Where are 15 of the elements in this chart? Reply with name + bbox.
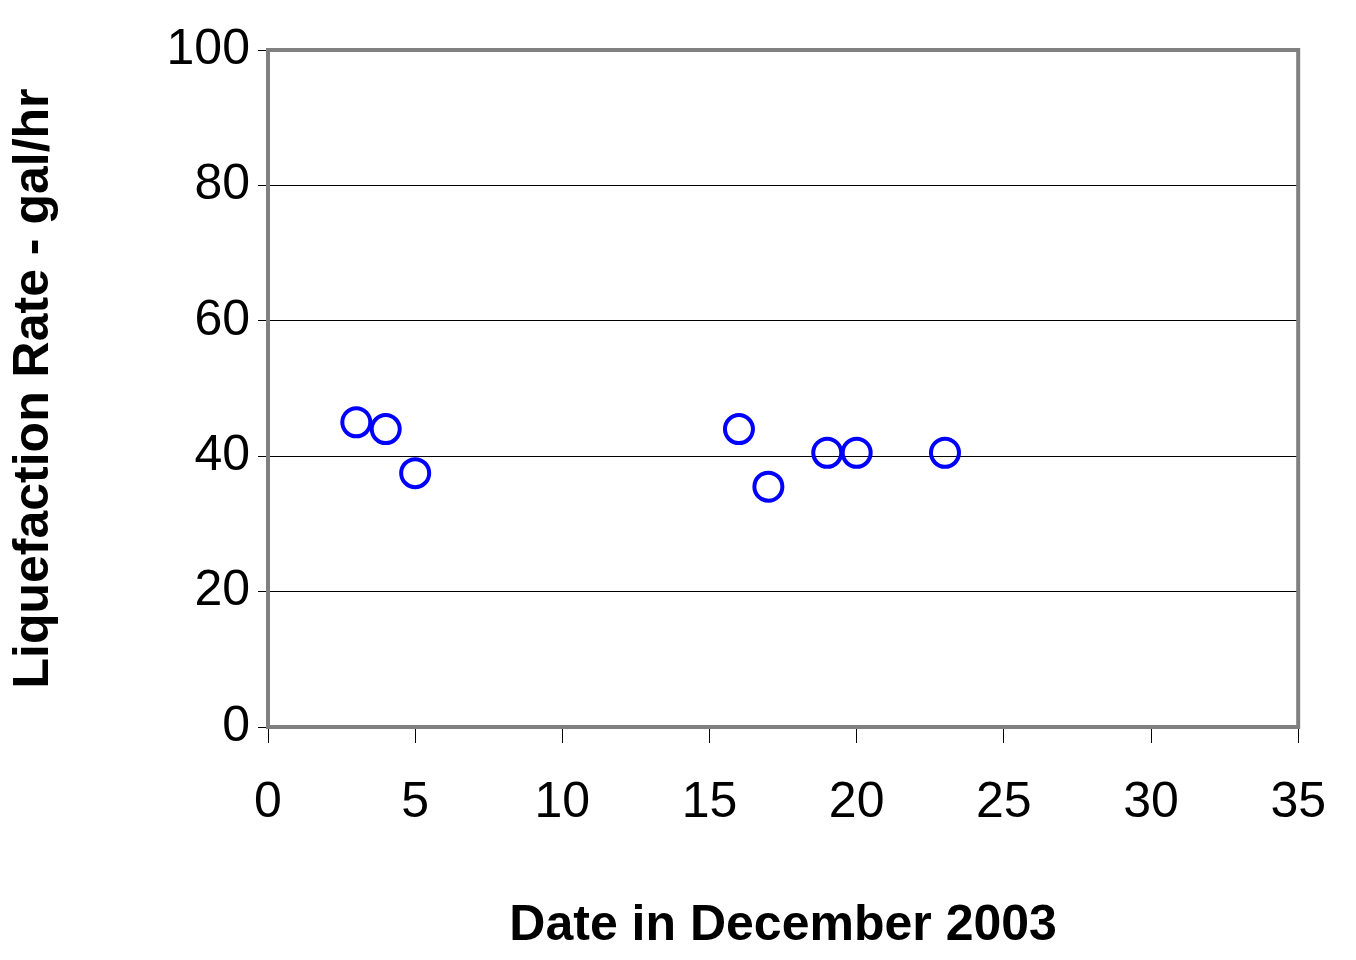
x-tick-label: 25 (976, 771, 1032, 828)
x-tick-label: 30 (1123, 771, 1179, 828)
y-tick-label: 60 (194, 289, 250, 346)
y-tick-label: 40 (194, 424, 250, 481)
x-tick-label: 35 (1270, 771, 1326, 828)
y-tick-label: 0 (222, 695, 250, 752)
x-tick-label: 15 (681, 771, 738, 828)
x-axis-title: Date in December 2003 (509, 894, 1057, 951)
x-tick-label: 5 (401, 771, 430, 828)
y-tick-label: 20 (194, 560, 250, 617)
y-tick-label: 80 (194, 154, 250, 211)
y-tick-label: 100 (166, 18, 250, 75)
x-tick-label: 20 (828, 771, 885, 828)
y-axis-title: Liquefaction Rate - gal/hr (2, 88, 59, 689)
x-tick-label: 10 (534, 771, 591, 828)
